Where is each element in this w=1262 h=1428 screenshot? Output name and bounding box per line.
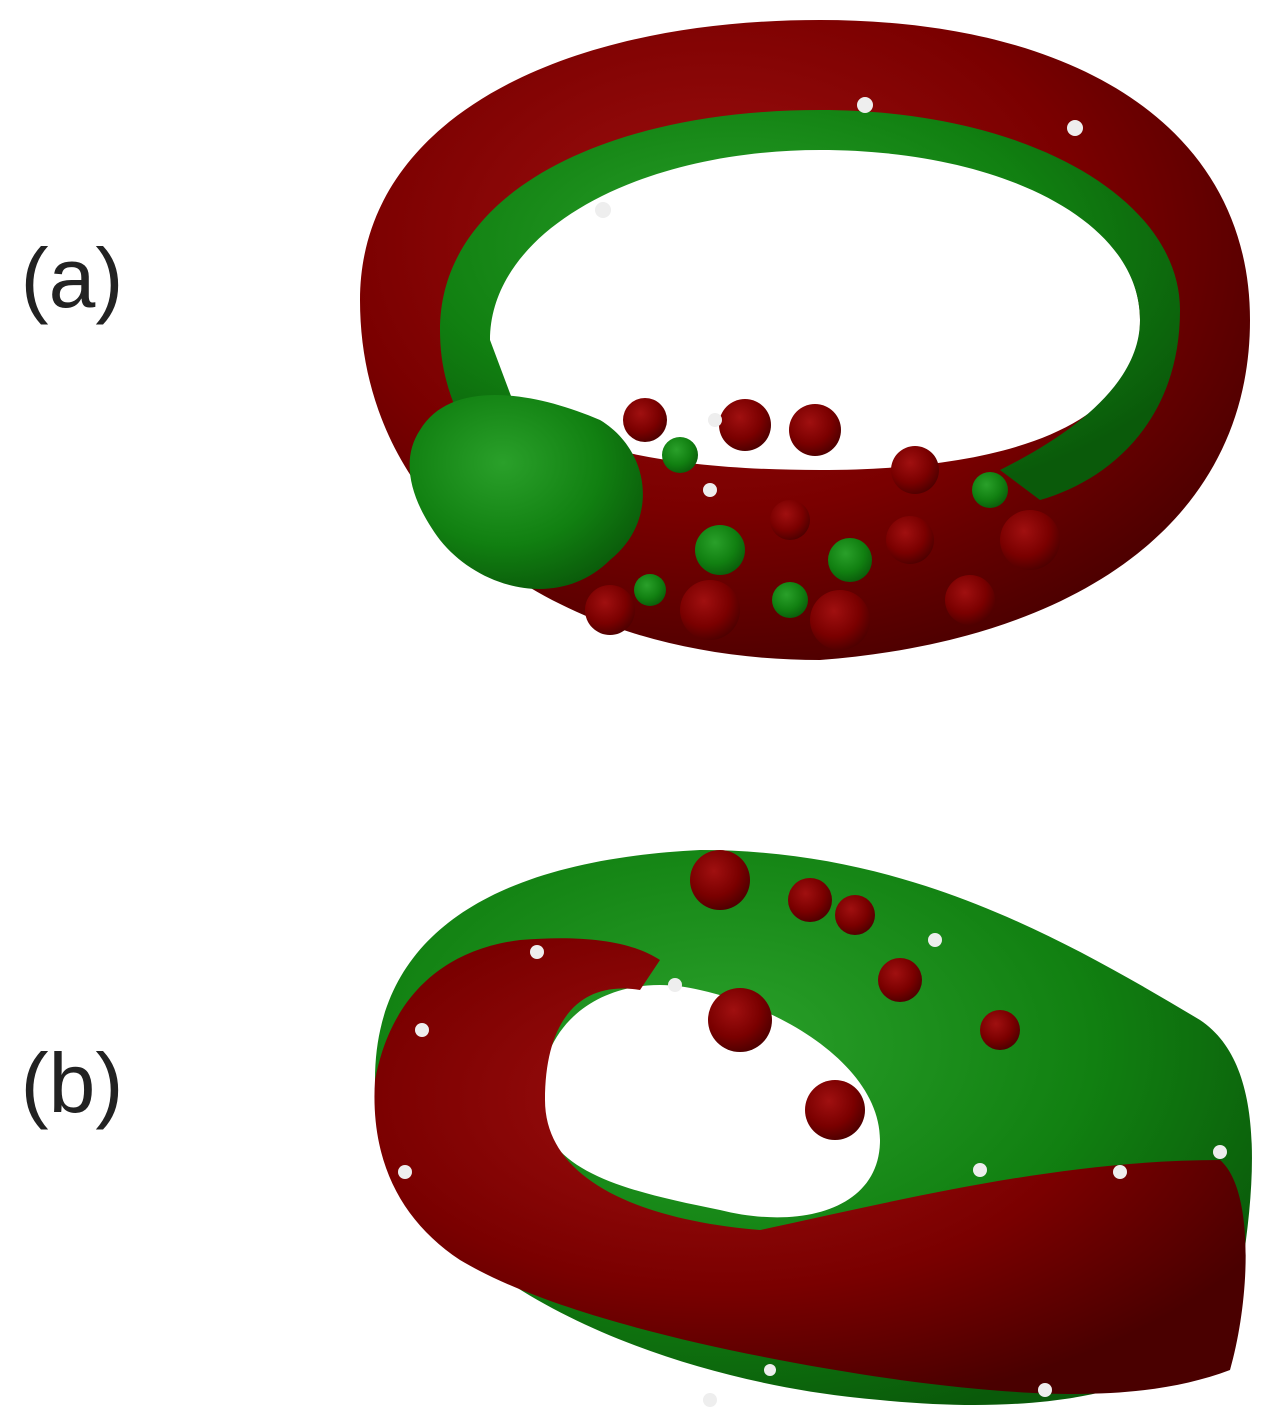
figure: (a) (b): [0, 0, 1262, 1428]
panel-label: (a): [21, 231, 124, 325]
orbital-ring-b: [374, 850, 1251, 1407]
page: (a) (b) (() => { const d: [0, 0, 1262, 1428]
orbital-ring-a: [360, 20, 1250, 660]
panel-label: (b): [21, 1036, 124, 1130]
